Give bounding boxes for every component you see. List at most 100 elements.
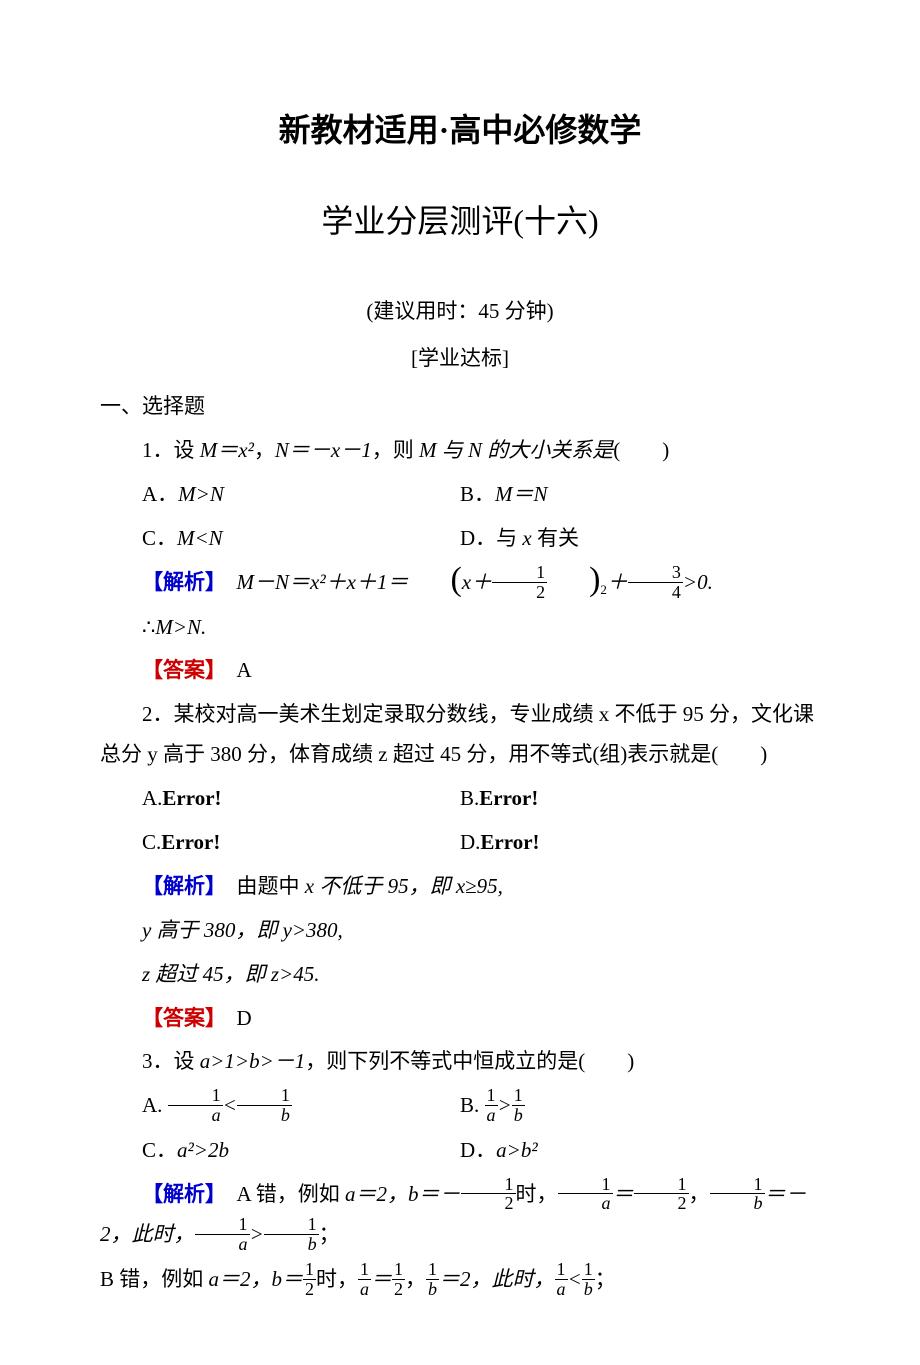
n: 1 [426,1260,439,1279]
n: 1 [195,1215,250,1234]
q2-optD-label: D. [460,830,480,854]
q2-optB-label: B. [460,786,479,810]
q3-frac-1b-3: 1b [426,1260,439,1299]
d: 2 [303,1279,316,1299]
d: b [426,1279,439,1299]
q3-frac-1b-2: 1b [264,1215,319,1254]
d: b [237,1105,292,1125]
q3-frac-half-4: 12 [392,1260,405,1299]
answer-label: 【答案】 [142,658,216,682]
q1-sep1: ， [254,438,275,462]
q3-anaB-3: ＝ [371,1267,392,1291]
q2-analysis-1: 【解析】 由题中 x 不低于 95，即 x≥95, [100,867,820,907]
q2-optA: A.Error! [100,779,460,819]
q3-anaA-3: ＝ [613,1182,634,1206]
q3-anaA-2: 时， [516,1182,558,1206]
q3-opts-row1: A. 1a<1b B. 1a>1b [100,1086,820,1127]
q1-opts-row1: A．M>N B．M＝N [100,475,820,515]
q3-optB: B. 1a>1b [460,1086,820,1127]
q3-optC-body: a²>2b [177,1138,229,1162]
n: 1 [358,1260,371,1279]
q2-ana3: z 超过 45，即 z>45. [142,962,320,986]
d: b [710,1193,765,1213]
q1-frac-half: 12 [492,563,547,602]
q2-ana1-body: x 不低于 95，即 x≥95, [305,874,503,898]
q3-frac-1b-4: 1b [582,1260,595,1299]
q2-answer-val: D [216,1006,252,1030]
q3-frac-half-1: 12 [461,1175,516,1214]
q1-optC-label: C． [142,526,177,550]
q2-optC: C.Error! [100,823,460,863]
q1-optA-body: M>N [178,482,224,506]
q3-anaB-2: 时， [316,1267,358,1291]
q3-frac-1b-B: 1b [512,1086,525,1125]
q3-analysis-B: B 错，例如 a＝2，b＝12时，1a＝12，1b＝2，此时，1a<1b； [100,1260,820,1301]
meta-suggested-time: (建议用时：45 分钟) [100,292,820,332]
q3-anaB-tail: ； [595,1267,616,1291]
q1-plus: ＋ [607,570,628,594]
q1-frac-34-den: 4 [628,582,683,602]
q1-optA: A．M>N [100,475,460,515]
d: a [358,1279,371,1299]
d: b [582,1279,595,1299]
q3-optA: A. 1a<1b [100,1086,460,1127]
d: 2 [392,1279,405,1299]
q2-optD: D.Error! [460,823,820,863]
q1-frac-34: 34 [628,563,683,602]
q3-frac-half-3: 12 [303,1260,316,1299]
n: 1 [485,1086,498,1105]
d: b [264,1234,319,1254]
q3-optD: D．a>b² [460,1131,820,1171]
q1-optB-body: M＝N [495,482,548,506]
q3-optA-label: A. [142,1093,162,1117]
q3-optA-rel: < [223,1093,237,1117]
n: 1 [461,1175,516,1194]
n: 1 [512,1086,525,1105]
q1-stem-pre: 1．设 [142,438,200,462]
q1-frac-half-den: 2 [492,582,547,602]
q3-optC-label: C． [142,1138,177,1162]
q2-optC-body: Error! [161,830,220,854]
therefore-symbol: ∴ [142,615,155,639]
doc-title-sub: 学业分层测评(十六) [100,191,820,252]
q3-stem-mid: ，则下列不等式中恒成立的是( ) [305,1049,634,1073]
n: 1 [392,1260,405,1279]
q3-frac-1a-4: 1a [555,1260,568,1299]
d: 2 [634,1193,689,1213]
q1-mdef: M＝x² [200,438,254,462]
n: 1 [558,1175,613,1194]
q3-anaA-4: ， [689,1182,710,1206]
q3-anaB-rel: < [568,1267,582,1291]
q2-opts-row2: C.Error! D.Error! [100,823,820,863]
q1-stem-mid: ，则 [372,438,419,462]
n: 1 [168,1086,223,1105]
q1-optD: D．与 x 有关 [460,519,820,559]
q3-anaB-1: a＝2，b＝ [209,1267,304,1291]
q1-analysis: 【解析】 M－N＝x²＋x＋1＝(x＋12)2＋34>0. [100,563,820,604]
q3-stem: 3．设 a>1>b>－1，则下列不等式中恒成立的是( ) [100,1042,820,1082]
analysis-label: 【解析】 [142,570,216,594]
q2-analysis-2: y 高于 380，即 y>380, [100,911,820,951]
q3-anaB-4: ， [405,1267,426,1291]
q2-optC-label: C. [142,830,161,854]
q1-optD-body: x [522,526,531,550]
q3-optC: C．a²>2b [100,1131,460,1171]
n: 1 [237,1086,292,1105]
q2-optA-body: Error! [162,786,221,810]
d: a [558,1193,613,1213]
q3-optD-label: D． [460,1138,496,1162]
q2-answer: 【答案】 D [100,999,820,1039]
q1-optB-label: B． [460,482,495,506]
q3-anaB-5: ＝2，此时， [439,1267,555,1291]
q2-opts-row1: A.Error! B. Error! [100,779,820,819]
q1-answer-val: A [216,658,252,682]
meta-tag: [学业达标] [100,339,820,379]
answer-label-2: 【答案】 [142,1006,216,1030]
q1-therefore: ∴M>N. [100,608,820,648]
q2-optA-label: A. [142,786,162,810]
n: 1 [264,1215,319,1234]
q3-anaA-1: a＝2，b＝－ [345,1182,461,1206]
d: a [168,1105,223,1125]
q1-optC-body: M<N [177,526,223,550]
q3-optB-rel: > [498,1093,512,1117]
